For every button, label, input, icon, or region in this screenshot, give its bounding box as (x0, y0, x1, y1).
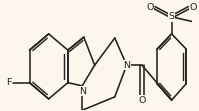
Text: O: O (146, 3, 153, 12)
Text: N: N (123, 61, 130, 70)
Text: S: S (169, 12, 175, 21)
Text: F: F (6, 78, 12, 87)
Text: N: N (79, 87, 86, 96)
Text: O: O (138, 95, 146, 104)
Text: O: O (190, 3, 197, 12)
